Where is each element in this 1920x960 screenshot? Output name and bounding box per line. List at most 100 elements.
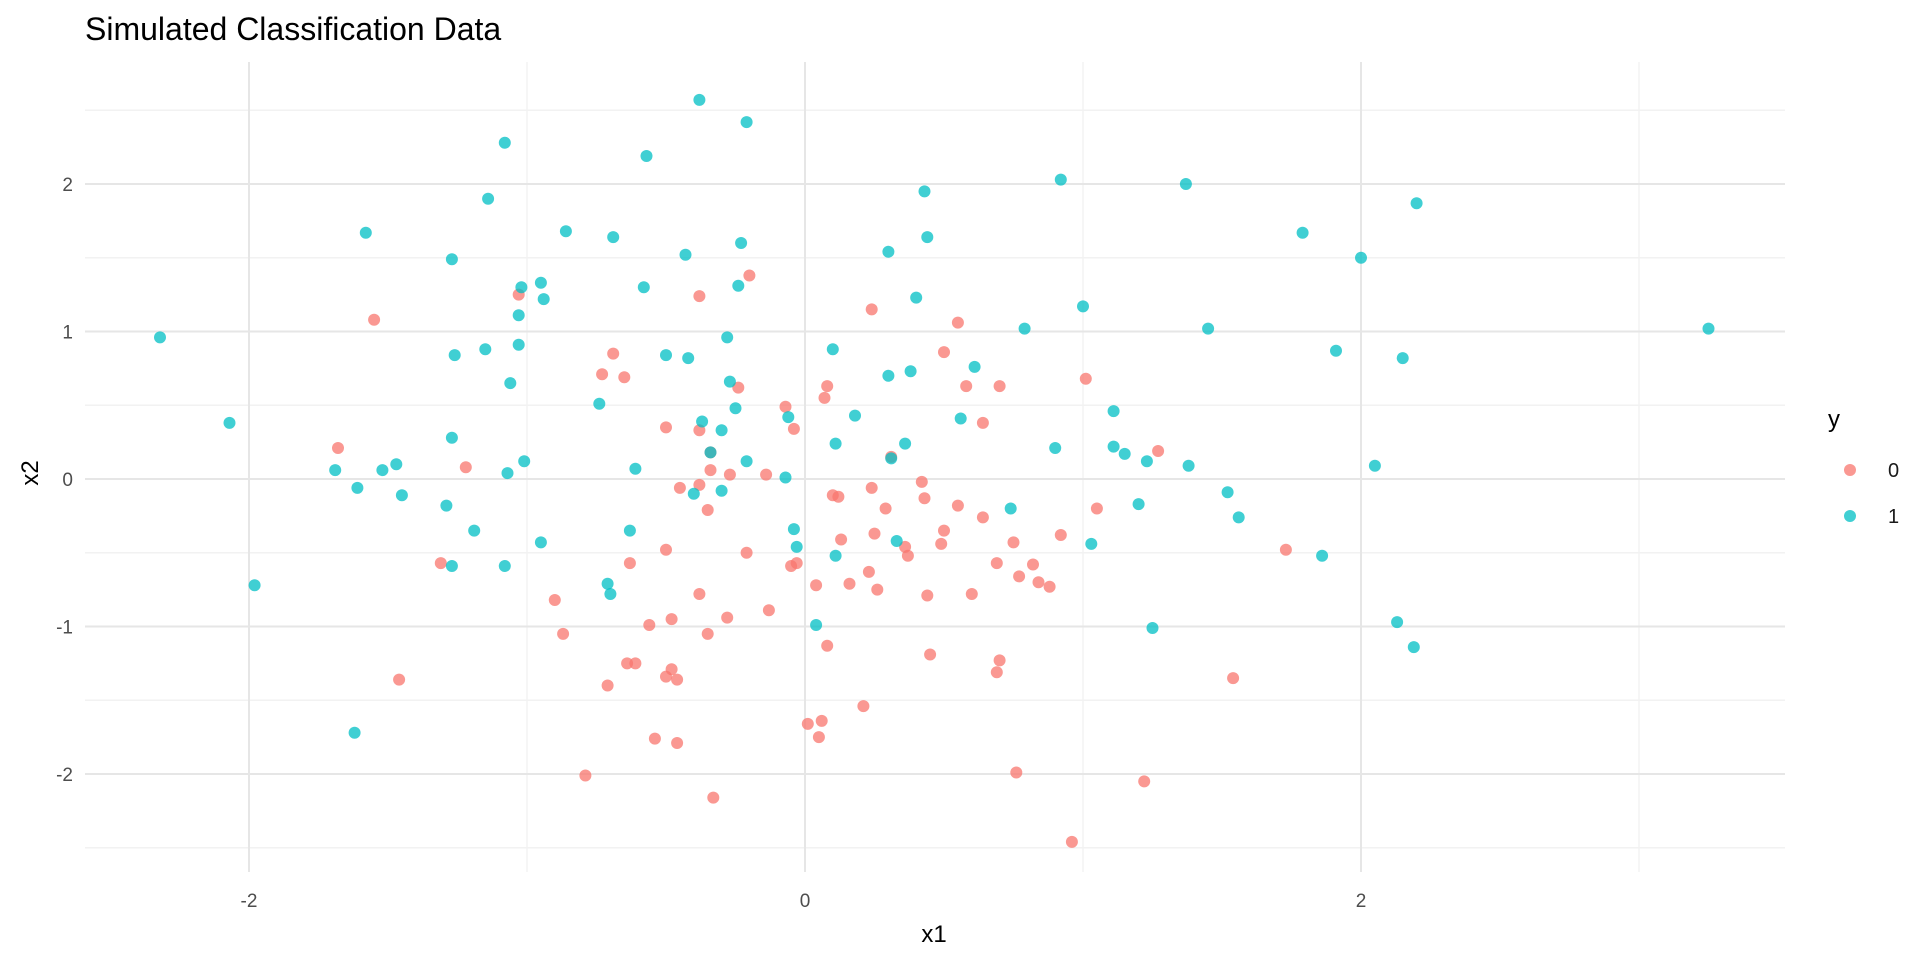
data-point <box>687 487 700 500</box>
data-point <box>693 290 706 303</box>
data-point <box>359 226 372 239</box>
data-point <box>882 245 895 258</box>
data-point <box>918 492 931 505</box>
data-point <box>821 380 834 393</box>
data-point <box>976 511 989 524</box>
x-tick-label: -2 <box>241 891 258 912</box>
data-point <box>1232 511 1245 524</box>
data-point <box>801 717 814 730</box>
data-point <box>329 464 342 477</box>
data-point <box>1221 486 1234 499</box>
data-point <box>1138 775 1151 788</box>
data-point <box>459 461 472 474</box>
data-point <box>376 464 389 477</box>
data-point <box>1330 344 1342 357</box>
data-point <box>960 380 973 393</box>
data-point <box>735 237 748 249</box>
data-point <box>1146 622 1159 634</box>
data-point <box>882 369 895 382</box>
data-point <box>596 368 609 381</box>
data-point <box>629 462 642 475</box>
data-point <box>935 537 948 550</box>
data-point <box>701 627 714 640</box>
data-point <box>660 670 672 683</box>
data-point <box>498 560 511 572</box>
data-point <box>704 464 717 477</box>
data-point <box>673 481 686 494</box>
data-point <box>693 588 706 600</box>
data-point <box>660 543 672 556</box>
data-point <box>787 422 800 435</box>
data-point <box>921 231 934 244</box>
tick-labels: -2 0 2 -2 -1 0 1 2 <box>56 175 1366 912</box>
data-point <box>993 380 1006 393</box>
data-point <box>976 416 989 429</box>
data-point <box>701 504 714 516</box>
data-point <box>537 293 550 306</box>
data-point <box>1065 835 1078 848</box>
data-point <box>593 397 606 410</box>
data-point <box>760 468 773 481</box>
data-point <box>1316 549 1329 562</box>
data-point <box>395 489 408 502</box>
data-point <box>1004 502 1017 515</box>
data-point <box>890 535 903 547</box>
data-point <box>915 475 928 488</box>
y-tick-label: -1 <box>56 618 73 639</box>
y-tick-label: 2 <box>62 175 73 196</box>
data-point <box>924 648 937 661</box>
data-point <box>1013 570 1026 583</box>
data-point <box>534 276 547 289</box>
data-point <box>1396 352 1409 365</box>
data-point <box>829 437 842 450</box>
data-point <box>1132 498 1145 511</box>
data-point <box>445 560 458 572</box>
data-point <box>871 583 884 596</box>
data-point <box>899 437 912 450</box>
data-point <box>762 604 775 617</box>
data-point <box>815 714 828 727</box>
data-point <box>951 499 964 512</box>
data-point <box>604 588 617 600</box>
data-point <box>518 455 531 468</box>
data-point <box>865 303 878 316</box>
legend-label: 0 <box>1888 460 1899 482</box>
data-point <box>968 360 981 373</box>
x-axis-title: x1 <box>921 921 946 948</box>
data-point <box>865 481 878 494</box>
data-point <box>1279 543 1292 556</box>
data-point <box>515 281 528 294</box>
data-point <box>740 455 753 468</box>
data-point <box>1010 766 1023 779</box>
data-point <box>468 524 481 537</box>
data-point <box>1032 576 1045 589</box>
data-point <box>732 279 745 292</box>
data-point <box>965 588 978 600</box>
data-point <box>390 458 403 471</box>
data-point <box>679 248 692 261</box>
x-tick-label: 2 <box>1356 891 1367 912</box>
data-point <box>743 269 756 282</box>
data-point <box>1182 459 1195 472</box>
data-point <box>723 468 736 481</box>
data-point <box>501 467 514 480</box>
data-point <box>910 291 923 304</box>
chart-title: Simulated Classification Data <box>85 11 501 47</box>
data-point <box>1391 616 1404 629</box>
data-point <box>1702 322 1715 335</box>
data-point <box>818 391 831 404</box>
data-point <box>445 253 458 266</box>
data-point <box>868 527 881 540</box>
data-point <box>904 365 917 378</box>
data-point <box>1355 251 1367 264</box>
data-point <box>640 150 653 162</box>
data-point <box>601 679 614 692</box>
data-point <box>696 415 709 428</box>
data-point <box>1296 226 1309 239</box>
data-point <box>729 402 742 415</box>
data-point <box>648 732 661 745</box>
data-point <box>740 116 753 129</box>
data-point <box>1043 580 1056 593</box>
data-point <box>993 654 1006 667</box>
